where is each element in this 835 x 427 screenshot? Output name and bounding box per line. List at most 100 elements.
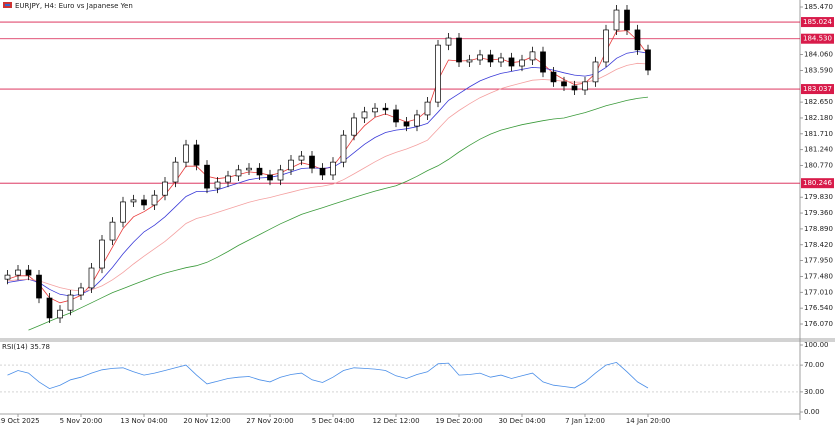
candle-body (4, 274, 11, 280)
y-tick-label: 178.420 (804, 241, 833, 249)
candle-body (330, 161, 336, 176)
y-tick-label: 30.00 (804, 388, 824, 396)
candle-body (36, 274, 42, 299)
candle-body (435, 44, 441, 103)
x-tick-label: 27 Nov 20:00 (246, 417, 293, 425)
candle-body (498, 57, 504, 63)
candle-body (288, 159, 294, 171)
x-tick-label: 20 Nov 12:00 (183, 417, 230, 425)
rsi-label: RSI(14) 35.78 (2, 343, 50, 351)
x-tick-label: 12 Dec 12:00 (372, 417, 419, 425)
candle-body (351, 117, 357, 136)
candle-body (162, 181, 168, 196)
candle-body (372, 107, 378, 113)
level-label: 183.037 (803, 85, 832, 93)
candle-body (109, 221, 116, 241)
level-tag (801, 178, 834, 189)
candle-body (67, 294, 74, 311)
candle-body (550, 71, 557, 83)
x-tick-label: 7 Jan 12:00 (565, 417, 605, 425)
candle-body (46, 297, 53, 319)
candle-body (78, 287, 84, 296)
y-tick-label: 183.590 (804, 66, 833, 74)
level-tag (801, 17, 834, 28)
y-tick-label: 185.470 (804, 3, 833, 11)
x-tick-label: 5 Dec 04:00 (312, 417, 355, 425)
candle-body (130, 199, 137, 203)
x-tick-label: 30 Dec 04:00 (498, 417, 545, 425)
x-tick-label: 19 Dec 20:00 (435, 417, 482, 425)
candle-body (592, 61, 599, 83)
y-tick-label: 177.010 (804, 288, 833, 296)
x-tick-label: 14 Jan 20:00 (626, 417, 670, 425)
level-label: 184.530 (803, 35, 832, 43)
candle-body (204, 164, 210, 189)
candle-body (634, 29, 641, 51)
x-tick-label: 29 Oct 2025 (0, 417, 40, 425)
x-tick-label: 13 Nov 04:00 (120, 417, 167, 425)
candle-body (298, 155, 305, 161)
candle-body (393, 109, 399, 123)
candle-body (99, 239, 105, 269)
y-tick-label: 179.830 (804, 193, 833, 201)
candle-body (382, 107, 389, 111)
y-tick-label: 181.710 (804, 130, 833, 138)
candle-body (225, 175, 231, 183)
candle-body (508, 57, 515, 67)
y-tick-label: 180.770 (804, 162, 833, 170)
y-tick-label: 177.480 (804, 272, 833, 280)
candle-body (141, 199, 147, 206)
candle-body (15, 269, 21, 276)
y-tick-label: 179.360 (804, 209, 833, 217)
rsi-line (7, 361, 649, 390)
candle-body (424, 101, 431, 116)
candle-body (309, 155, 315, 169)
candle-body (624, 9, 630, 31)
candle-body (235, 169, 242, 177)
y-tick-label: 176.540 (804, 304, 833, 312)
candle-body (487, 54, 494, 63)
candle-body (88, 267, 95, 289)
candle-body (267, 174, 273, 181)
candle-body (120, 201, 126, 223)
candle-body (319, 167, 326, 176)
y-tick-label: 177.950 (804, 257, 833, 265)
candle-body (561, 81, 567, 87)
y-tick-label: 100.00 (804, 341, 829, 349)
candle-body (529, 51, 536, 61)
candle-body (445, 37, 452, 46)
candle-body (25, 269, 32, 276)
candle-body (571, 85, 578, 91)
candle-body (540, 51, 546, 73)
candle-body (603, 29, 609, 63)
candle-body (172, 161, 179, 183)
candle-body (456, 37, 462, 63)
candle-body (340, 134, 347, 163)
level-tag (801, 84, 834, 95)
level-tag (801, 33, 834, 44)
candle-body (645, 49, 651, 71)
candle-body (256, 167, 263, 176)
chart-title: EURJPY, H4: Euro vs Japanese Yen (15, 2, 133, 10)
y-tick-label: 182.650 (804, 98, 833, 106)
candle-body (477, 54, 483, 61)
candle-body (414, 114, 420, 127)
candle-body (193, 144, 200, 166)
y-tick-label: 184.060 (804, 51, 833, 59)
candle-body (57, 309, 63, 319)
candle-body (582, 81, 588, 91)
level-label: 185.024 (803, 18, 832, 26)
y-tick-label: 0.00 (804, 408, 820, 416)
y-tick-label: 182.180 (804, 114, 833, 122)
candle-body (361, 111, 368, 119)
symbol-icon (5, 4, 10, 6)
moving-average (28, 96, 649, 331)
x-tick-label: 5 Nov 20:00 (60, 417, 103, 425)
candle-body (403, 121, 410, 127)
y-tick-label: 176.070 (804, 320, 833, 328)
candle-body (466, 59, 473, 63)
y-tick-label: 178.890 (804, 225, 833, 233)
candle-body (277, 169, 284, 181)
